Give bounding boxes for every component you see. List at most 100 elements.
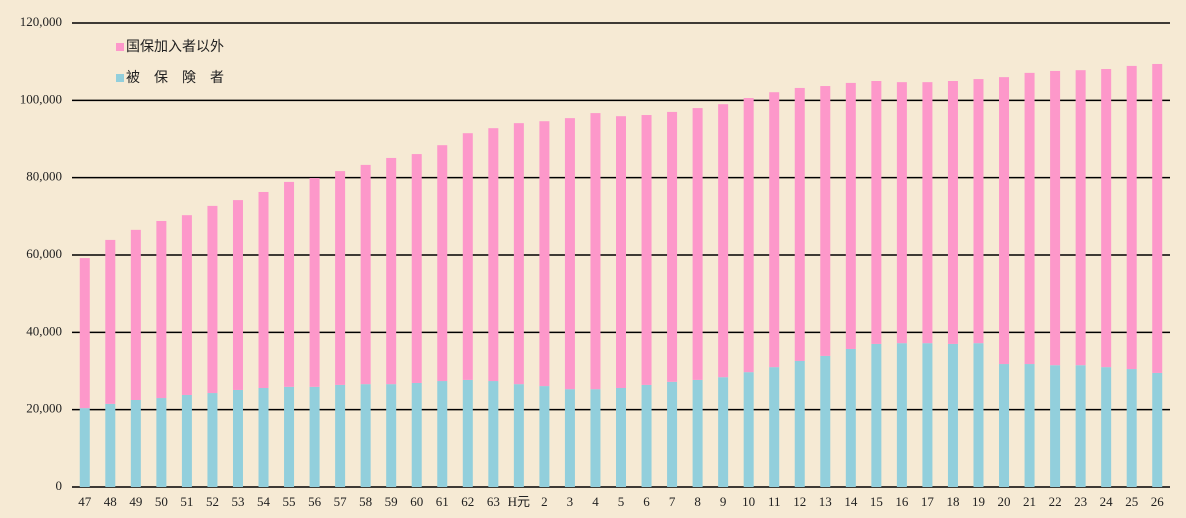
- bar-segment: [999, 364, 1010, 487]
- y-tick-label: 60,000: [26, 246, 62, 261]
- bar-segment: [181, 215, 192, 395]
- x-tick-label: 26: [1151, 494, 1165, 509]
- x-tick-label: 22: [1049, 494, 1062, 509]
- legend-label: 国保加入者以外: [126, 39, 224, 55]
- bar-segment: [411, 154, 422, 383]
- x-tick-label: 60: [410, 494, 423, 509]
- x-tick-label: 24: [1100, 494, 1114, 509]
- x-tick-label: 7: [669, 494, 676, 509]
- bar-segment: [1050, 365, 1061, 487]
- bar-segment: [616, 388, 626, 487]
- bar-segment: [718, 104, 729, 378]
- y-tick-label: 100,000: [20, 91, 62, 106]
- bar-segment: [488, 381, 499, 487]
- bar-segment: [207, 393, 218, 487]
- x-tick-label: 57: [334, 494, 348, 509]
- bar-segment: [590, 389, 601, 487]
- x-tick-label: 52: [206, 494, 219, 509]
- bar-segment: [539, 121, 550, 387]
- bar-segment: [564, 118, 575, 390]
- x-tick-label: 19: [972, 494, 985, 509]
- x-tick-label: 2: [541, 494, 548, 509]
- bar-segment: [156, 398, 167, 487]
- x-tick-label: 49: [129, 494, 142, 509]
- bar-segment: [794, 87, 805, 361]
- bar-segment: [1024, 72, 1035, 365]
- bar-segment: [769, 367, 780, 487]
- bar-segment: [309, 178, 320, 387]
- x-tick-label: 17: [921, 494, 935, 509]
- x-tick-label: 9: [720, 494, 727, 509]
- bar-segment: [1152, 63, 1163, 373]
- bar-segment: [130, 229, 141, 400]
- bar-segment: [922, 343, 933, 487]
- bar-segment: [462, 133, 473, 380]
- bar-segment: [743, 98, 754, 373]
- bar-segment: [1126, 369, 1137, 487]
- bar-segment: [539, 386, 550, 487]
- bar-segment: [130, 400, 141, 487]
- x-tick-label: 15: [870, 494, 883, 509]
- x-tick-label: 56: [308, 494, 322, 509]
- bar-segment: [1024, 364, 1035, 487]
- x-tick-label: 62: [461, 494, 474, 509]
- bar-segment: [411, 382, 422, 487]
- bar-segment: [692, 379, 703, 487]
- x-tick-label: 25: [1125, 494, 1138, 509]
- x-tick-label: 18: [946, 494, 959, 509]
- bar-segment: [462, 379, 473, 487]
- x-tick-label: H元: [508, 494, 530, 509]
- bar-segment: [360, 384, 371, 487]
- bar-segment: [488, 128, 499, 382]
- bar-segment: [692, 108, 703, 380]
- bar-segment: [641, 115, 652, 385]
- bar-segment: [947, 343, 958, 487]
- x-tick-label: 58: [359, 494, 372, 509]
- bar-segment: [437, 145, 448, 382]
- y-tick-label: 20,000: [26, 401, 62, 416]
- bar-segment: [743, 372, 754, 487]
- x-tick-label: 6: [643, 494, 650, 509]
- bar-segment: [1101, 367, 1112, 487]
- bar-segment: [947, 81, 958, 344]
- x-tick-label: 63: [487, 494, 500, 509]
- x-tick-label: 61: [436, 494, 449, 509]
- bar-segment: [335, 171, 346, 385]
- bar-segment: [564, 389, 575, 487]
- bar-segment: [105, 403, 116, 487]
- x-tick-label: 55: [283, 494, 296, 509]
- bar-segment: [845, 348, 856, 487]
- x-tick-label: 51: [180, 494, 193, 509]
- bar-segment: [207, 205, 218, 394]
- x-tick-label: 16: [895, 494, 909, 509]
- bar-segment: [105, 239, 116, 404]
- bar-segment: [232, 200, 243, 390]
- bar-segment: [794, 360, 805, 487]
- y-tick-label: 80,000: [26, 169, 62, 184]
- bar-segment: [181, 394, 192, 487]
- bar-segment: [232, 389, 243, 487]
- x-tick-label: 59: [385, 494, 398, 509]
- x-tick-label: 8: [694, 494, 701, 509]
- legend-swatch: [116, 43, 124, 51]
- y-tick-label: 120,000: [20, 14, 62, 29]
- bar-segment: [1101, 69, 1112, 368]
- bar-segment: [896, 82, 907, 344]
- x-tick-label: 20: [998, 494, 1011, 509]
- bar-segment: [922, 82, 933, 344]
- bar-segment: [79, 408, 90, 487]
- bar-segment: [79, 258, 90, 409]
- bar-segment: [258, 191, 269, 389]
- legend-label: 被 保 険 者: [126, 70, 224, 86]
- bar-segment: [590, 113, 601, 390]
- bar-segment: [667, 381, 678, 487]
- bar-segment: [973, 343, 984, 487]
- bar-segment: [1152, 372, 1163, 487]
- x-tick-label: 4: [592, 494, 599, 509]
- x-tick-label: 21: [1023, 494, 1036, 509]
- bar-segment: [335, 384, 346, 487]
- bar-segment: [999, 77, 1010, 365]
- x-tick-label: 53: [231, 494, 244, 509]
- x-tick-label: 11: [768, 494, 781, 509]
